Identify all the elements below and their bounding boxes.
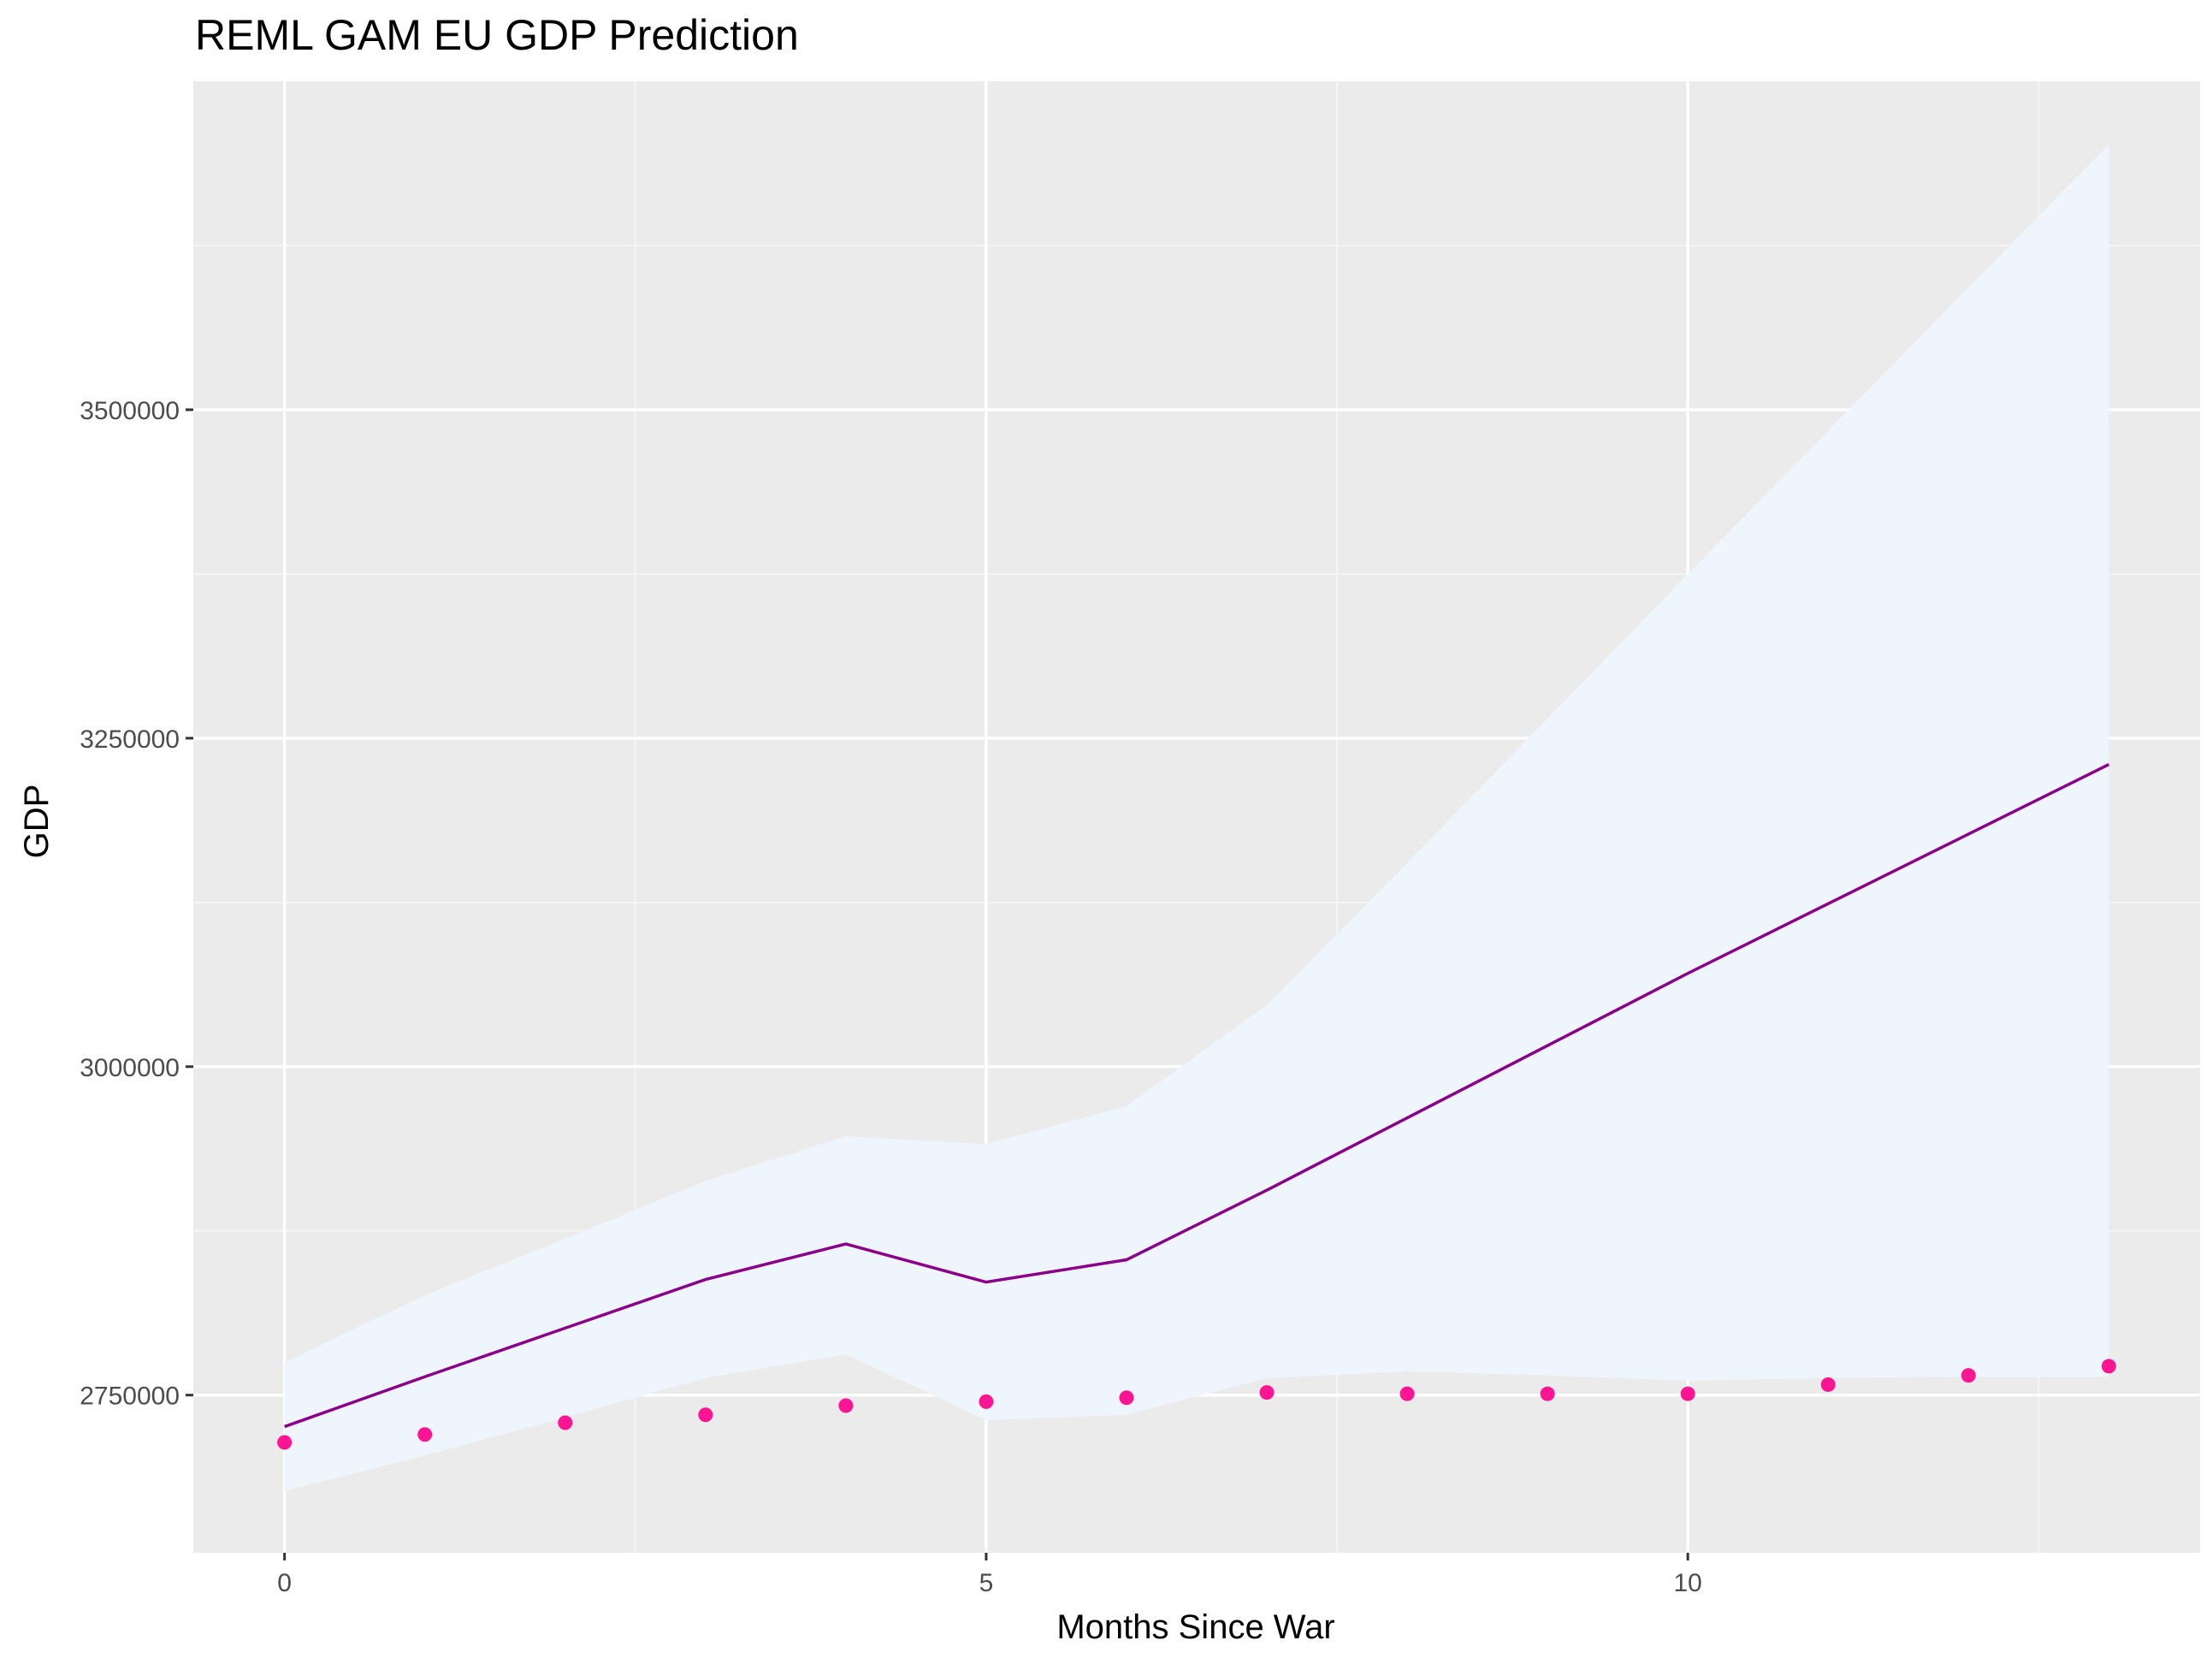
- data-point: [417, 1427, 433, 1442]
- y-tick-label: 3000000: [80, 1054, 180, 1082]
- observed-points: [277, 1359, 2116, 1450]
- confidence-ribbon: [284, 144, 2109, 1491]
- chart-title: REML GAM EU GDP Prediction: [195, 11, 799, 59]
- y-axis-title: GDP: [18, 785, 56, 859]
- data-point: [1820, 1377, 1836, 1392]
- data-point: [698, 1407, 713, 1423]
- data-point: [979, 1394, 994, 1409]
- data-point: [1259, 1385, 1275, 1400]
- x-tick-label: 0: [277, 1569, 292, 1597]
- x-tick-label: 5: [979, 1569, 994, 1597]
- data-point: [558, 1415, 573, 1430]
- data-point: [1399, 1386, 1415, 1401]
- x-axis-ticks: 0 5 10: [277, 1553, 1702, 1597]
- data-point: [1119, 1390, 1134, 1406]
- data-point: [838, 1398, 854, 1413]
- prediction-line: [284, 763, 2110, 1429]
- y-tick-label: 3250000: [80, 725, 180, 754]
- y-tick-label: 2750000: [80, 1383, 180, 1411]
- y-tick-label: 3500000: [80, 397, 180, 425]
- data-point: [1540, 1386, 1555, 1401]
- x-axis-title: Months Since War: [1056, 1608, 1334, 1646]
- data-point: [277, 1435, 293, 1450]
- y-axis-ticks: 2750000 3000000 3250000 3500000: [80, 397, 193, 1411]
- data-point: [1961, 1368, 1976, 1383]
- x-tick-label: 10: [1674, 1569, 1702, 1597]
- data-point: [2101, 1359, 2116, 1374]
- data-point: [1680, 1386, 1695, 1401]
